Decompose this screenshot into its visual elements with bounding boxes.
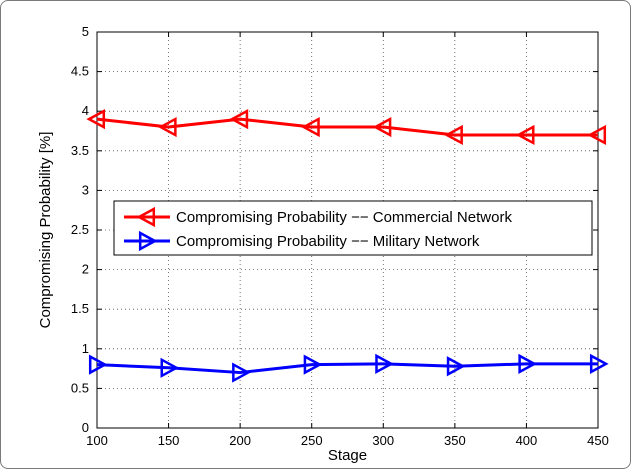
series-line [96, 117, 598, 137]
x-tick-label: 350 [444, 433, 466, 448]
data-point [88, 354, 108, 375]
data-point [587, 124, 607, 146]
x-tick-label: 100 [86, 433, 108, 448]
series-commercial [86, 109, 607, 146]
data-point [444, 124, 463, 146]
legend-box [113, 200, 593, 256]
legend-marker [136, 206, 156, 228]
x-tick-label: 300 [372, 433, 394, 448]
series-group [86, 109, 609, 383]
x-axis-label: Stage [328, 447, 367, 464]
data-point [518, 353, 538, 374]
x-tick-label: 150 [158, 433, 180, 448]
y-axis-label: Compromising Probability [%] [37, 132, 54, 329]
legend: Compromising Probability −− Commercial N… [113, 200, 593, 256]
data-point [446, 356, 466, 377]
axis-ticks: 100 150 200 250 300 350 400 450 0 0.5 1 1.5 2 2.5 3 3.5… [71, 24, 609, 448]
data-point [372, 116, 392, 138]
data-point [86, 109, 106, 130]
data-point [229, 109, 249, 130]
data-point [301, 116, 320, 138]
x-tick-label: 400 [516, 433, 538, 448]
y-tick-label: 4.5 [71, 64, 89, 79]
y-tick-label: 4 [82, 103, 89, 118]
legend-label: Compromising Probability −− Military Net… [176, 233, 480, 250]
y-tick-label: 3.5 [71, 143, 89, 158]
y-tick-label: 1 [82, 341, 89, 356]
data-point [589, 353, 609, 374]
data-point [160, 357, 180, 378]
y-tick-label: 0.5 [71, 380, 89, 395]
data-point [232, 362, 251, 383]
data-point [157, 116, 177, 138]
legend-item-military: Compromising Probability −− Military Net… [124, 230, 480, 252]
y-tick-label: 1.5 [71, 301, 89, 316]
y-tick-label: 3 [82, 182, 89, 197]
data-point [375, 353, 394, 374]
legend-item-commercial: Compromising Probability −− Commercial N… [124, 206, 512, 228]
data-point [515, 124, 535, 146]
data-point [303, 354, 323, 375]
y-tick-label: 2.5 [71, 222, 89, 237]
x-tick-label: 250 [301, 433, 323, 448]
x-tick-label: 450 [587, 433, 609, 448]
x-tick-label: 200 [229, 433, 251, 448]
y-tick-label: 0 [82, 420, 89, 435]
series-military [88, 353, 609, 383]
series-line [96, 362, 598, 375]
y-tick-label: 5 [82, 24, 89, 39]
legend-marker [138, 230, 158, 252]
y-tick-label: 2 [82, 262, 89, 277]
legend-label: Compromising Probability −− Commercial N… [176, 209, 512, 226]
